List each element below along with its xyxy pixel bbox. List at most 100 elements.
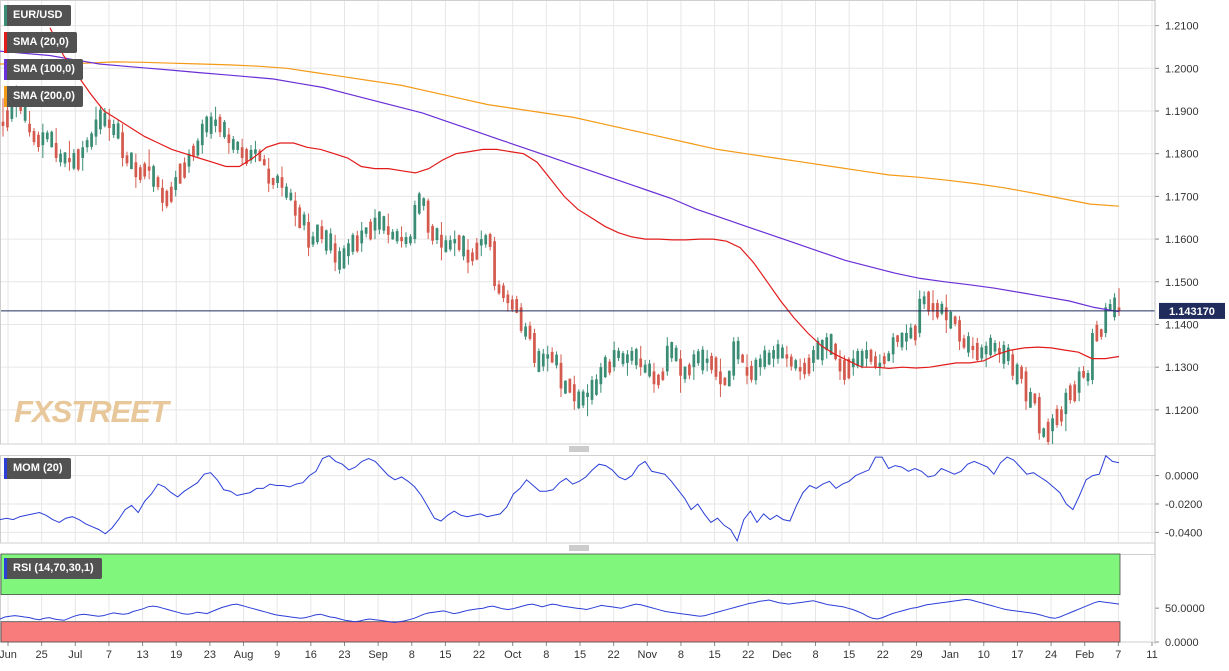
candle-body <box>448 240 452 250</box>
candle-body <box>714 357 718 377</box>
candle-body <box>1055 408 1059 426</box>
rsi-legend[interactable]: RSI (14,70,30,1) <box>4 558 102 579</box>
mom-tick-label: -0.0200 <box>1165 499 1202 511</box>
mom-legend[interactable]: MOM (20) <box>4 458 71 479</box>
candle-body <box>307 222 310 248</box>
sma20-swatch <box>4 32 7 53</box>
candle-body <box>515 299 519 313</box>
instrument-swatch <box>4 5 7 26</box>
x-tick-label: 22 <box>742 649 754 661</box>
x-tick-label: 22 <box>608 649 620 661</box>
sma20-line <box>49 27 1120 370</box>
candle-body <box>533 333 536 363</box>
sma200-legend[interactable]: SMA (200,0) <box>4 86 83 107</box>
instrument-legend[interactable]: EUR/USD <box>4 5 71 26</box>
candle-body <box>643 364 647 373</box>
candle-body <box>1117 307 1121 311</box>
x-tick-label: 8 <box>543 649 549 661</box>
candle-body <box>391 231 395 240</box>
x-tick-label: 17 <box>1011 649 1023 661</box>
candle-body <box>860 350 864 367</box>
x-tick-label: 13 <box>136 649 148 661</box>
candle-body <box>68 157 71 163</box>
current-price-label: 1.143170 <box>1169 306 1215 318</box>
candle-body <box>599 367 603 385</box>
candle-body <box>927 291 930 312</box>
sma20-legend[interactable]: SMA (20,0) <box>4 32 77 53</box>
candle-body <box>639 358 643 368</box>
candle-body <box>400 236 403 242</box>
current-price-tag <box>1159 302 1225 319</box>
x-tick-label: 15 <box>574 649 586 661</box>
candle-body <box>364 227 368 234</box>
candle-body <box>984 345 988 355</box>
price-tick-label: 1.1900 <box>1165 106 1199 118</box>
candle-body <box>736 340 740 360</box>
candle-body <box>107 119 111 129</box>
candle-body <box>165 190 169 207</box>
candle-body <box>130 152 133 170</box>
candle-body <box>240 147 244 158</box>
candle-body <box>121 132 124 158</box>
candle-body <box>1082 371 1085 378</box>
candle-body <box>1033 393 1037 404</box>
candle-body <box>603 357 607 378</box>
x-tick-label: Nov <box>638 649 658 661</box>
candle-body <box>426 200 430 233</box>
candle-body <box>940 303 944 314</box>
candle-body <box>798 367 802 372</box>
sma100-label: SMA (100,0) <box>13 63 75 75</box>
candle-body <box>134 162 138 178</box>
sma100-legend[interactable]: SMA (100,0) <box>4 59 83 80</box>
sma200-line <box>0 61 1120 207</box>
candle-body <box>692 354 696 368</box>
candle-body <box>679 358 682 376</box>
candle-body <box>342 248 346 269</box>
candle-body <box>196 140 200 156</box>
candle-body <box>750 365 753 380</box>
candle-body <box>50 131 54 148</box>
candle-body <box>236 141 240 150</box>
candle-body <box>869 349 873 362</box>
candle-body <box>316 224 319 243</box>
candle-body <box>457 235 461 250</box>
candle-body <box>378 211 381 230</box>
candle-body <box>918 298 922 333</box>
candle-body <box>386 226 390 235</box>
candle-body <box>214 119 217 126</box>
candle-body <box>1104 307 1108 333</box>
candle-body <box>621 353 625 365</box>
candle-body <box>183 162 186 178</box>
candle-body <box>431 226 434 241</box>
candle-body <box>1 121 5 126</box>
candle-body <box>72 153 76 169</box>
candle-body <box>630 350 634 361</box>
candle-body <box>936 303 939 318</box>
candle-body <box>967 336 970 353</box>
x-tick-label: Oct <box>504 649 521 661</box>
candle-body <box>1015 364 1019 385</box>
candle-body <box>922 296 926 305</box>
candle-body <box>776 344 780 359</box>
candle-body <box>276 175 279 183</box>
candle-body <box>537 351 541 372</box>
candle-body <box>975 342 979 361</box>
x-tick-label: Aug <box>234 649 254 661</box>
candle-body <box>285 186 288 198</box>
candle-body <box>856 351 860 367</box>
candle-body <box>732 341 736 376</box>
candle-body <box>1029 392 1032 408</box>
candles-group <box>1 85 1121 445</box>
candle-body <box>874 356 877 367</box>
candle-body <box>169 186 173 202</box>
candle-body <box>803 362 806 375</box>
instrument-label: EUR/USD <box>13 9 63 21</box>
candle-body <box>178 163 182 184</box>
candle-body <box>404 236 408 245</box>
candle-body <box>1060 409 1063 422</box>
candle-body <box>45 132 49 140</box>
x-tick-label: Dec <box>772 649 792 661</box>
candle-body <box>581 391 585 406</box>
candle-body <box>355 235 359 252</box>
candle-body <box>249 149 253 161</box>
